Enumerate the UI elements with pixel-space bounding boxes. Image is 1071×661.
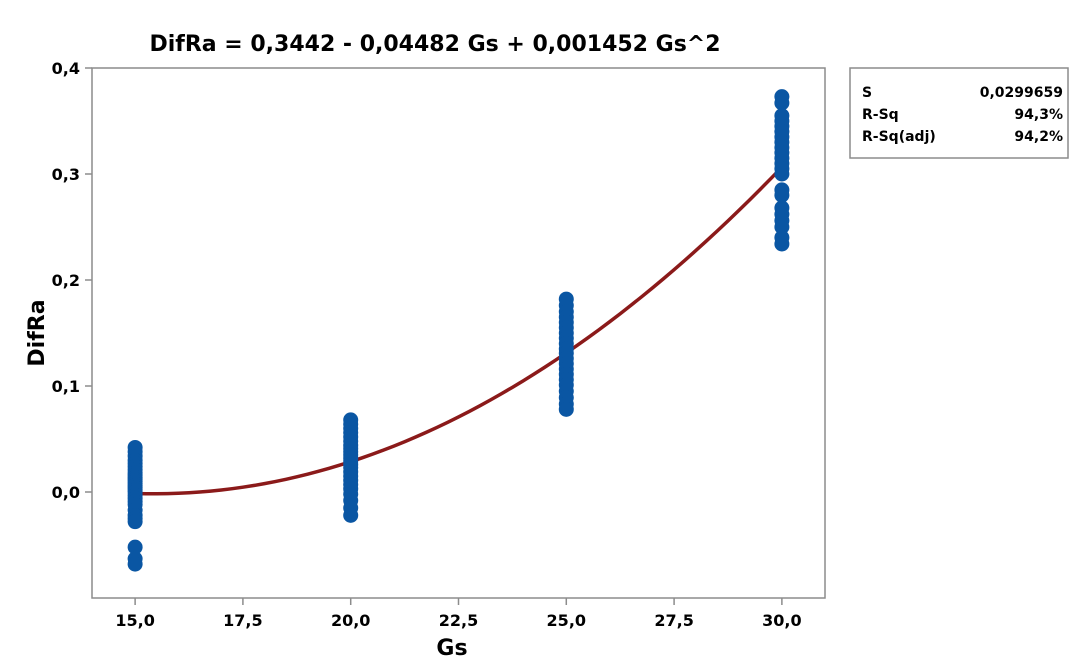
x-tick-label: 20,0	[331, 611, 370, 630]
x-tick-label: 17,5	[223, 611, 262, 630]
fit-line	[135, 166, 784, 496]
chart-title: DifRa = 0,3442 - 0,04482 Gs + 0,001452 G…	[149, 32, 720, 57]
stats-box: S 0,0299659 R-Sq 94,3% R-Sq(adj) 94,2%	[849, 67, 1069, 159]
fit-layer	[135, 166, 784, 496]
x-axis: 15,0 17,5 20,0 22,5 25,0 27,5 30,0	[115, 598, 802, 630]
y-axis: 0,0 0,1 0,2 0,3 0,4	[52, 59, 92, 502]
y-tick-label: 0,4	[52, 59, 80, 78]
x-tick-label: 22,5	[439, 611, 478, 630]
data-point	[774, 166, 790, 182]
stat-label: R-Sq	[862, 107, 899, 123]
data-point	[774, 187, 790, 203]
data-point	[127, 514, 143, 530]
plot-frame	[91, 67, 826, 599]
data-point	[774, 236, 790, 252]
x-tick-label: 27,5	[654, 611, 693, 630]
y-axis-title: DifRa	[25, 299, 50, 366]
data-point	[774, 95, 790, 111]
x-axis-title: Gs	[436, 636, 467, 661]
stat-label: R-Sq(adj)	[862, 129, 936, 145]
x-tick-label: 15,0	[115, 611, 154, 630]
data-point	[774, 219, 790, 235]
data-point	[127, 556, 143, 572]
data-point	[558, 401, 574, 417]
stat-label: S	[862, 85, 872, 101]
y-tick-label: 0,1	[52, 377, 80, 396]
data-point	[343, 507, 359, 523]
y-tick-label: 0,0	[52, 483, 80, 502]
stat-value: 0,0299659	[980, 85, 1063, 101]
y-tick-label: 0,2	[52, 271, 80, 290]
y-tick-label: 0,3	[52, 165, 80, 184]
stats-box-frame	[849, 67, 1069, 159]
points-layer	[127, 89, 790, 572]
x-tick-label: 30,0	[762, 611, 801, 630]
x-tick-label: 25,0	[547, 611, 586, 630]
stat-value: 94,2%	[1014, 129, 1063, 145]
data-point	[127, 539, 143, 555]
stat-value: 94,3%	[1014, 107, 1063, 123]
